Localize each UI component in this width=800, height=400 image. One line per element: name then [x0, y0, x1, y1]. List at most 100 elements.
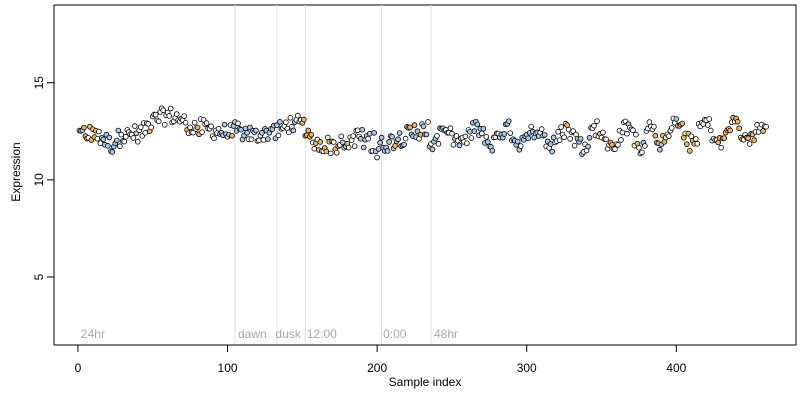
- data-point: [558, 124, 564, 130]
- data-point: [564, 122, 570, 128]
- data-point: [679, 120, 686, 127]
- data-point: [238, 126, 244, 133]
- data-point: [386, 139, 392, 145]
- data-point: [507, 130, 514, 136]
- data-point: [556, 137, 563, 143]
- data-point: [586, 134, 593, 141]
- data-point: [479, 130, 485, 137]
- data-point: [525, 135, 532, 142]
- data-point: [706, 116, 713, 122]
- data-point: [354, 127, 361, 134]
- data-point: [203, 120, 210, 126]
- data-point: [142, 130, 149, 136]
- data-point: [505, 118, 512, 124]
- data-point: [221, 121, 228, 128]
- data-point: [453, 133, 460, 139]
- data-point: [464, 140, 470, 147]
- data-point: [600, 129, 606, 136]
- data-point: [286, 129, 292, 136]
- data-point: [137, 124, 144, 130]
- data-point: [528, 123, 535, 130]
- y-tick-label: 15: [32, 76, 46, 90]
- x-tick-label: 0: [75, 361, 82, 375]
- data-point: [550, 134, 557, 141]
- data-point: [721, 135, 727, 141]
- phase-label: 0:00: [383, 327, 407, 341]
- data-point: [751, 137, 757, 144]
- data-point: [615, 142, 621, 148]
- data-point: [208, 123, 214, 130]
- data-point: [471, 128, 478, 134]
- data-point: [235, 120, 241, 127]
- data-point: [652, 132, 659, 139]
- data-point: [407, 124, 413, 131]
- data-point: [447, 125, 454, 132]
- data-point: [248, 136, 255, 142]
- data-point: [591, 122, 597, 129]
- data-point: [727, 127, 733, 134]
- data-point: [480, 125, 487, 132]
- data-point: [673, 116, 680, 122]
- data-point: [692, 136, 699, 142]
- data-point: [651, 123, 657, 130]
- data-point: [389, 133, 395, 140]
- data-point: [215, 125, 222, 132]
- data-point: [468, 135, 475, 141]
- data-point: [619, 129, 626, 136]
- data-point: [384, 148, 391, 154]
- data-point: [265, 136, 271, 142]
- data-point: [173, 111, 180, 117]
- data-point: [256, 137, 262, 144]
- phase-label: 24hr: [81, 327, 105, 341]
- data-point: [350, 133, 356, 139]
- data-point: [160, 107, 167, 114]
- data-point: [229, 132, 235, 139]
- data-point: [94, 136, 101, 142]
- data-point: [489, 148, 496, 154]
- data-point: [155, 118, 162, 125]
- data-point: [114, 137, 120, 144]
- data-point: [290, 127, 297, 134]
- data-point: [377, 139, 383, 146]
- phase-label: dawn: [238, 327, 267, 341]
- data-point: [555, 128, 561, 135]
- data-point: [549, 148, 555, 155]
- data-point: [274, 122, 280, 129]
- data-point: [115, 127, 122, 134]
- data-point: [106, 134, 113, 141]
- data-point: [327, 150, 334, 157]
- data-point: [736, 125, 742, 132]
- data-point: [81, 124, 87, 131]
- data-point: [642, 143, 648, 149]
- data-point: [130, 135, 137, 141]
- data-point: [311, 145, 318, 152]
- data-point: [467, 129, 473, 135]
- data-point: [295, 112, 301, 119]
- data-point: [351, 143, 358, 149]
- y-axis-title: Expression: [9, 142, 23, 201]
- data-point: [374, 154, 380, 161]
- data-point: [746, 141, 753, 147]
- data-point: [423, 131, 430, 138]
- data-point: [260, 137, 267, 143]
- data-point: [401, 141, 407, 148]
- data-point: [199, 129, 205, 135]
- data-point: [704, 122, 711, 128]
- y-tick-label: 5: [32, 273, 46, 280]
- phase-lines: [234, 5, 432, 345]
- y-tick-label: 10: [32, 173, 46, 187]
- data-point: [259, 130, 265, 136]
- data-point: [244, 129, 250, 136]
- data-point: [425, 119, 431, 125]
- data-point: [395, 136, 401, 143]
- data-point: [166, 113, 172, 119]
- data-point: [594, 118, 600, 124]
- data-point: [630, 127, 636, 134]
- data-point: [715, 139, 722, 146]
- data-point: [323, 148, 330, 155]
- data-point: [96, 128, 102, 135]
- data-point: [462, 133, 469, 140]
- data-point: [683, 141, 690, 147]
- phase-label: dusk: [275, 327, 301, 341]
- data-point: [483, 134, 490, 140]
